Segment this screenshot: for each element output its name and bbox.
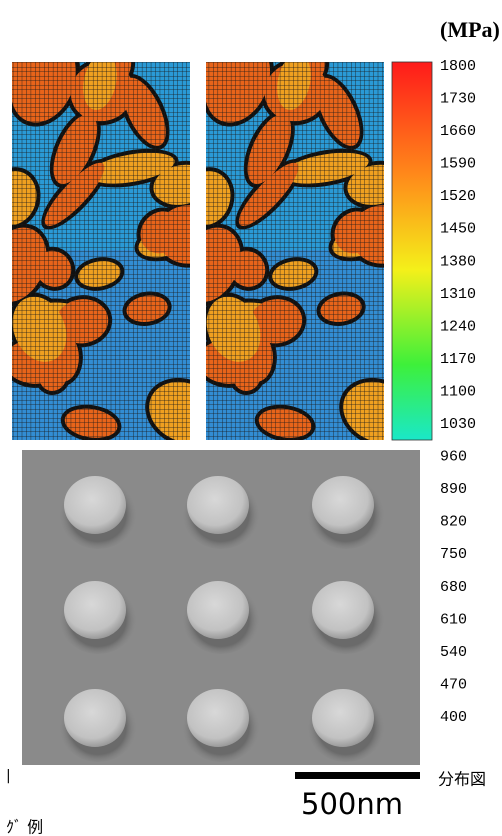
scale-bar — [295, 772, 420, 779]
tick-label: 1030 — [440, 416, 476, 433]
fragment: ｸﾞ 例 — [6, 818, 43, 836]
sem-particles — [58, 473, 386, 762]
stress-maps — [0, 24, 429, 459]
colorbar-ticks: 1800 1730 1660 1590 1520 1450 1380 1310 1240 1170… — [440, 58, 476, 726]
map-grid — [206, 62, 384, 440]
scale-label: 500nm — [301, 787, 403, 821]
tick-label: 1660 — [440, 123, 476, 140]
caption: 分布図 — [438, 770, 486, 789]
tick-label: 1100 — [440, 383, 476, 400]
fragment: | — [6, 768, 11, 784]
tick-label: 540 — [440, 644, 467, 661]
stress-map — [162, 24, 429, 459]
tick-label: 1380 — [440, 253, 476, 270]
tick-label: 1590 — [440, 156, 476, 173]
particle — [64, 476, 126, 534]
tick-label: 470 — [440, 676, 467, 693]
particle — [312, 581, 374, 639]
tick-label: 680 — [440, 579, 467, 596]
colorbar — [392, 62, 432, 440]
tick-label: 1310 — [440, 286, 476, 303]
particle — [64, 689, 126, 747]
tick-label: 960 — [440, 449, 467, 466]
particle — [312, 476, 374, 534]
particle — [187, 581, 249, 639]
particle — [64, 581, 126, 639]
tick-label: 1170 — [440, 351, 476, 368]
tick-label: 1730 — [440, 91, 476, 108]
tick-label: 820 — [440, 514, 467, 531]
stress-map — [0, 24, 235, 459]
particle — [187, 689, 249, 747]
particle — [312, 689, 374, 747]
particle — [187, 476, 249, 534]
tick-label: 1240 — [440, 318, 476, 335]
tick-label: 1520 — [440, 188, 476, 205]
tick-label: 1450 — [440, 221, 476, 238]
tick-label: 890 — [440, 481, 467, 498]
tick-label: 610 — [440, 611, 467, 628]
tick-label: 400 — [440, 709, 467, 726]
tick-label: 750 — [440, 546, 467, 563]
tick-label: 1800 — [440, 58, 476, 75]
unit-label: (MPa) — [440, 17, 500, 42]
figure: (MPa) 1800 1730 1660 1590 1520 1450 1380 1310 12… — [0, 0, 502, 836]
map-grid — [12, 62, 190, 440]
